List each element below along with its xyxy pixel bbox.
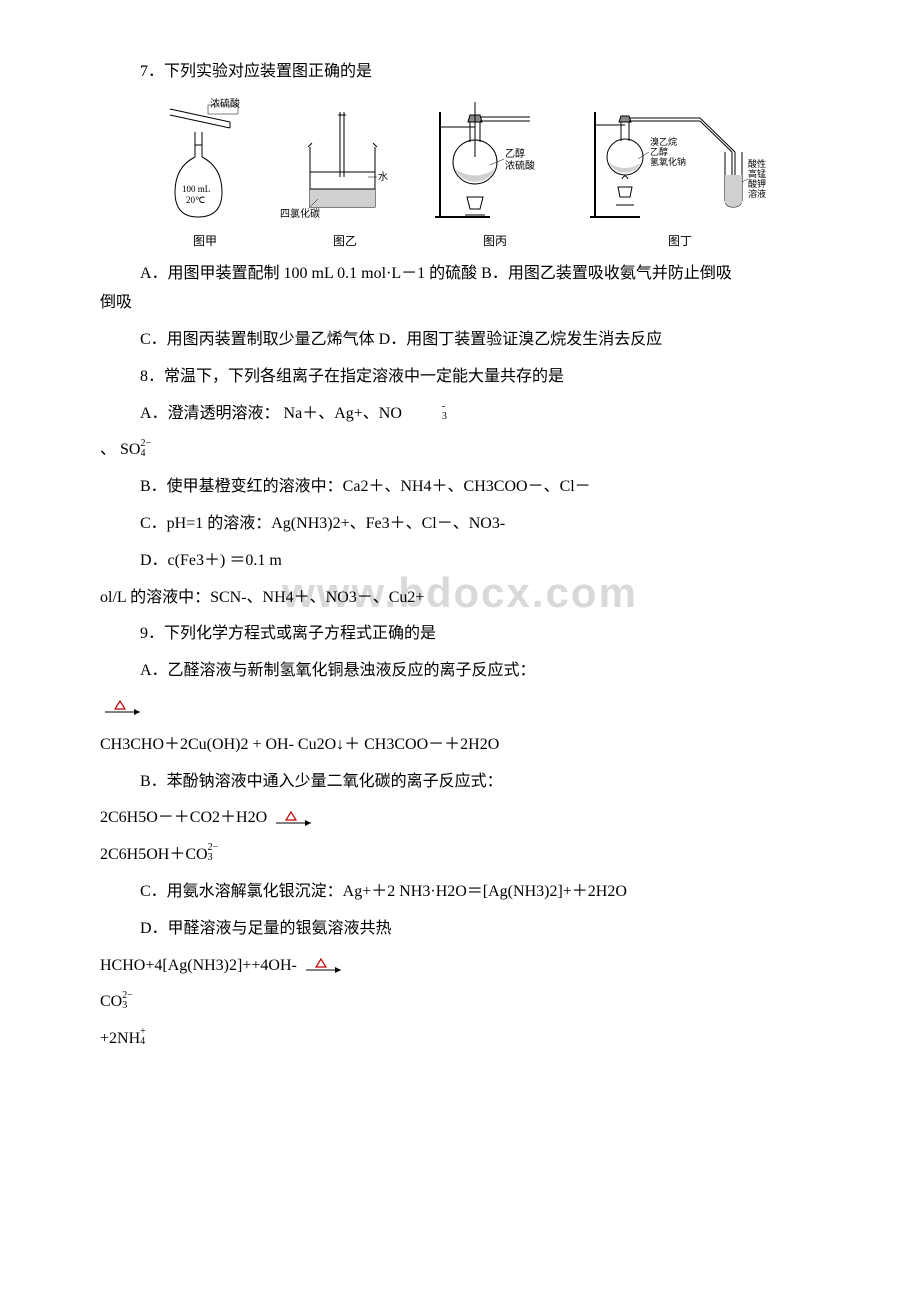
so4-supsub: 2−4 bbox=[140, 439, 151, 459]
label-d-r3: 酸钾 bbox=[748, 178, 766, 189]
q8-B: B．使甲基橙变红的溶液中：Ca2＋、NH4＋、CH3COO－、Cl－ bbox=[100, 473, 820, 502]
q8-stem: 8．常温下，下列各组离子在指定溶液中一定能大量共存的是 bbox=[100, 363, 820, 392]
heat-arrow-icon bbox=[271, 809, 321, 829]
fig-d: 溴乙烷 乙醇 氢氧化钠 酸性 高锰 酸钾 溶液 图丁 bbox=[580, 97, 780, 253]
q8-C: C．pH=1 的溶液：Ag(NH3)2+、Fe3＋、Cl－、NO3- bbox=[100, 510, 820, 539]
co3-supsub: 2−3 bbox=[208, 843, 219, 863]
q8-A1: A．澄清透明溶液： Na＋、Ag+、NO-3 bbox=[100, 400, 820, 429]
q9-D1: D．甲醛溶液与足量的银氨溶液共热 bbox=[100, 915, 820, 944]
fig-b-svg: 水 四氯化碳 bbox=[280, 107, 410, 227]
arrow-alone-1 bbox=[100, 694, 820, 723]
label-d-r2: 高锰 bbox=[748, 168, 766, 179]
fig-a-caption: 图甲 bbox=[193, 231, 217, 253]
fig-a-svg: 浓硫酸 100 mL 20℃ bbox=[140, 97, 270, 227]
q9-D2-text: HCHO+4[Ag(NH3)2]++4OH- bbox=[100, 957, 301, 974]
fig-c-svg: 乙醇 浓硫酸 bbox=[420, 97, 570, 227]
heat-arrow-icon bbox=[100, 698, 150, 718]
fig-d-caption: 图丁 bbox=[668, 231, 692, 253]
q7-optA: A．用图甲装置配制 100 mL 0.1 mol·L－1 的硫酸 B．用图乙装置… bbox=[100, 260, 820, 289]
heat-arrow-icon bbox=[301, 956, 351, 976]
q9-D3-text: CO bbox=[100, 993, 122, 1010]
q9-C: C．用氨水溶解氯化银沉淀：Ag+＋2 NH3·H2O＝[Ag(NH3)2]+＋2… bbox=[100, 878, 820, 907]
label-d-r1: 酸性 bbox=[748, 158, 766, 169]
fig-c-caption: 图丙 bbox=[483, 231, 507, 253]
q7-optA-cont: 倒吸 bbox=[100, 289, 820, 318]
fig-d-svg: 溴乙烷 乙醇 氢氧化钠 酸性 高锰 酸钾 溶液 bbox=[580, 97, 780, 227]
q8-D1: D．c(Fe3＋) ＝0.1 m bbox=[100, 547, 820, 576]
q9-B2a-text: 2C6H5O－＋CO2＋H2O bbox=[100, 809, 271, 826]
q8-A1-text: A．澄清透明溶液： Na＋、Ag+、NO bbox=[140, 405, 402, 422]
q9-stem: 9．下列化学方程式或离子方程式正确的是 bbox=[100, 620, 820, 649]
q7-stem: 7．下列实验对应装置图正确的是 bbox=[100, 58, 820, 87]
label-ccl4: 四氯化碳 bbox=[280, 207, 320, 220]
label-d-r4: 溶液 bbox=[748, 188, 766, 199]
label-d-l2: 乙醇 bbox=[650, 146, 668, 157]
label-water: 水 bbox=[378, 171, 388, 183]
fig-c: 乙醇 浓硫酸 图丙 bbox=[420, 97, 570, 253]
q8-A2-text: 、 SO bbox=[100, 441, 140, 458]
fig-a: 浓硫酸 100 mL 20℃ 图甲 bbox=[140, 97, 270, 253]
q9-D4-text: +2NH bbox=[100, 1030, 140, 1047]
co3-supsub-2: 2−3 bbox=[122, 991, 133, 1011]
nh4-supsub: +4 bbox=[140, 1027, 146, 1047]
q9-D4: +2NH+4 bbox=[100, 1025, 820, 1054]
q9-B2b-text: 2C6H5OH＋CO bbox=[100, 846, 208, 863]
label-c2: 浓硫酸 bbox=[505, 159, 535, 172]
q8-A2: 、 SO2−4 bbox=[100, 436, 820, 465]
q8-D2: ol/L 的溶液中：SCN-、NH4＋、NO3－、Cu2+ bbox=[100, 584, 820, 613]
label-d-l3: 氢氧化钠 bbox=[650, 156, 686, 167]
figure-row: 浓硫酸 100 mL 20℃ 图甲 bbox=[140, 97, 780, 253]
q7-optC: C．用图丙装置制取少量乙烯气体 D．用图丁装置验证溴乙烷发生消去反应 bbox=[100, 326, 820, 355]
fig-b-caption: 图乙 bbox=[333, 231, 357, 253]
label-d-l1: 溴乙烷 bbox=[650, 136, 677, 147]
q9-D2: HCHO+4[Ag(NH3)2]++4OH- bbox=[100, 952, 820, 981]
label-acid: 浓硫酸 bbox=[210, 97, 240, 110]
fig-b: 水 四氯化碳 图乙 bbox=[280, 107, 410, 253]
label-temp: 20℃ bbox=[186, 195, 205, 205]
label-vol: 100 mL bbox=[182, 184, 210, 194]
q9-B1: B．苯酚钠溶液中通入少量二氧化碳的离子反应式： bbox=[100, 768, 820, 797]
q9-A2: CH3CHO＋2Cu(OH)2 + OH- Cu2O↓＋ CH3COO－＋2H2… bbox=[100, 731, 820, 760]
q9-B2a: 2C6H5O－＋CO2＋H2O bbox=[100, 804, 820, 833]
q9-B2b: 2C6H5OH＋CO2−3 bbox=[100, 841, 820, 870]
no3-supsub: -3 bbox=[402, 402, 447, 422]
q9-A1: A．乙醛溶液与新制氢氧化铜悬浊液反应的离子反应式： bbox=[100, 657, 820, 686]
label-c1: 乙醇 bbox=[505, 147, 525, 160]
q9-D3: CO2−3 bbox=[100, 988, 820, 1017]
